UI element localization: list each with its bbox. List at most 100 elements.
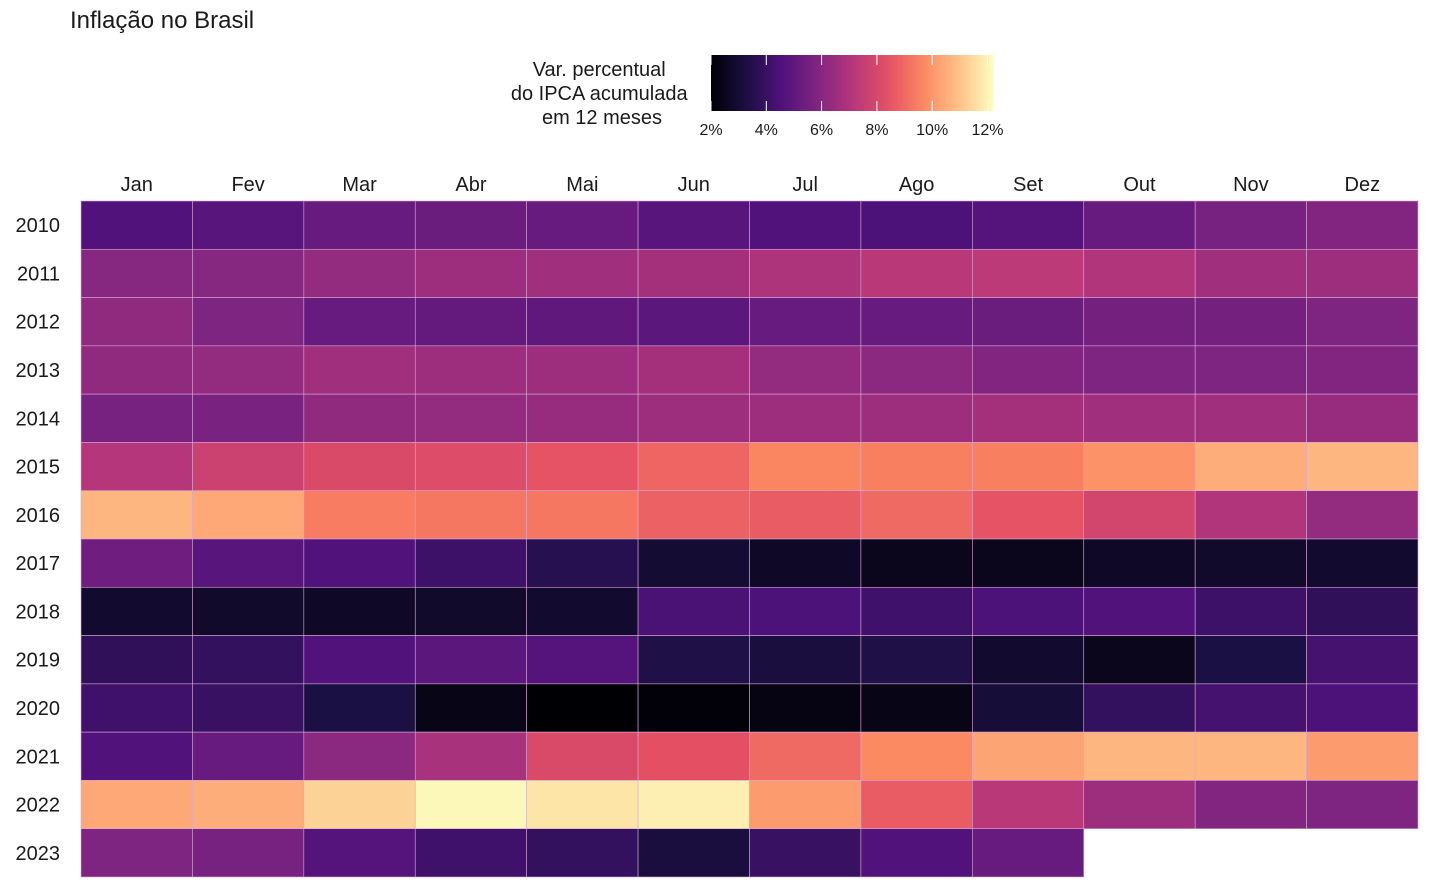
heatmap-cell: [303, 200, 416, 250]
heatmap-cell: [749, 297, 862, 347]
heatmap-cell: [1194, 442, 1307, 492]
chart-title: Inflação no Brasil: [70, 7, 254, 34]
heatmap-cell: [972, 683, 1085, 733]
heatmap-cell: [414, 683, 527, 733]
month-label: Jul: [792, 174, 818, 196]
heatmap-cell: [972, 393, 1085, 443]
heatmap-cell: [1194, 200, 1307, 250]
month-label: Ago: [899, 174, 935, 196]
heatmap-cell: [1306, 297, 1419, 347]
heatmap-cell: [1306, 683, 1419, 733]
heatmap-cell: [1306, 200, 1419, 250]
heatmap-cell: [192, 683, 305, 733]
heatmap-cell: [749, 248, 862, 298]
heatmap-cell: [303, 828, 416, 878]
year-label: 2014: [16, 408, 61, 430]
month-label: Fev: [231, 174, 264, 196]
heatmap-cell: [1083, 635, 1196, 685]
heatmap-cell: [303, 345, 416, 395]
heatmap-cell: [860, 442, 973, 492]
heatmap-cell: [972, 248, 1085, 298]
heatmap-cell: [526, 683, 639, 733]
heatmap-cell: [749, 828, 862, 878]
heatmap-cell: [637, 828, 750, 878]
heatmap-cell: [972, 635, 1085, 685]
heatmap-cell: [860, 393, 973, 443]
heatmap-cell: [1194, 538, 1307, 588]
heatmap-cell: [860, 828, 973, 878]
heatmap-cell: [526, 393, 639, 443]
heatmap-cell: [1083, 345, 1196, 395]
heatmap-cell: [192, 200, 305, 250]
heatmap-cell: [1083, 780, 1196, 830]
heatmap-cell: [972, 200, 1085, 250]
heatmap-cell: [80, 393, 193, 443]
heatmap-cell: [637, 248, 750, 298]
legend-title: Var. percentual do IPCA acumulada em 12 …: [511, 59, 693, 129]
heatmap-cell: [526, 442, 639, 492]
heatmap-cell: [414, 297, 527, 347]
heatmap-cell: [1306, 248, 1419, 298]
heatmap-cell: [860, 490, 973, 540]
heatmap-cell: [80, 586, 193, 636]
month-label: Jun: [678, 174, 710, 196]
heatmap-cell: [303, 683, 416, 733]
heatmap-cell: [1306, 490, 1419, 540]
heatmap-cell: [1083, 200, 1196, 250]
heatmap-cell: [80, 442, 193, 492]
heatmap-cell: [526, 828, 639, 878]
heatmap-cell: [192, 731, 305, 781]
heatmap-cell: [1083, 297, 1196, 347]
heatmap-cell: [192, 635, 305, 685]
heatmap-cell: [1083, 393, 1196, 443]
heatmap-cell: [414, 586, 527, 636]
year-label: 2023: [16, 843, 61, 865]
heatmap-cell: [1083, 490, 1196, 540]
heatmap-cell: [749, 635, 862, 685]
heatmap-cell: [637, 586, 750, 636]
heatmap-cell: [1194, 780, 1307, 830]
heatmap-cell: [1083, 586, 1196, 636]
heatmap-cell: [860, 780, 973, 830]
heatmap-cell: [972, 297, 1085, 347]
legend-ticks: 2% 4% 6% 8% 10% 12%: [699, 55, 1003, 139]
heatmap-cell: [1306, 731, 1419, 781]
heatmap-cell: [860, 200, 973, 250]
heatmap-cell: [860, 586, 973, 636]
heatmap-cell: [303, 393, 416, 443]
heatmap-cell: [637, 731, 750, 781]
heatmap-cell: [303, 586, 416, 636]
legend-title-line-1: Var. percentual: [533, 59, 666, 81]
year-axis: 2010 2011 2012 2013 2014 2015 2016 2017 2018 2019…: [16, 215, 61, 865]
heatmap-cell: [972, 780, 1085, 830]
month-label: Set: [1013, 174, 1043, 196]
heatmap-cell: [192, 538, 305, 588]
heatmap-cell: [860, 635, 973, 685]
heatmap-cell: [1083, 248, 1196, 298]
heatmap-cell: [80, 683, 193, 733]
heatmap-cell: [749, 345, 862, 395]
heatmap-cell: [1306, 780, 1419, 830]
heatmap-cell: [1083, 442, 1196, 492]
heatmap-cell: [1083, 683, 1196, 733]
year-label: 2022: [16, 795, 61, 817]
heatmap-cell: [303, 731, 416, 781]
heatmap-cell: [637, 780, 750, 830]
heatmap-cell: [192, 297, 305, 347]
heatmap-cell: [972, 442, 1085, 492]
heatmap-cell: [637, 345, 750, 395]
month-label: Out: [1123, 174, 1156, 196]
heatmap-cell: [1194, 393, 1307, 443]
heatmap-cell: [1194, 490, 1307, 540]
month-label: Mar: [342, 174, 377, 196]
heatmap-cell: [1083, 731, 1196, 781]
year-label: 2017: [16, 553, 61, 575]
heatmap-cell: [1306, 345, 1419, 395]
heatmap-cell: [303, 635, 416, 685]
year-label: 2011: [17, 263, 60, 285]
heatmap-cell: [972, 828, 1085, 878]
heatmap-cell: [637, 442, 750, 492]
heatmap-cell: [972, 731, 1085, 781]
heatmap-cell: [860, 345, 973, 395]
